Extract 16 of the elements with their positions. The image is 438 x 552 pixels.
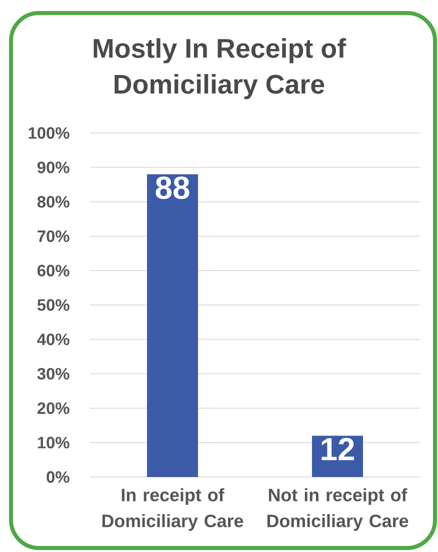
- y-tick-label: 40%: [37, 334, 70, 346]
- y-tick-label: 30%: [37, 368, 70, 380]
- data-label: 12: [322, 438, 354, 460]
- y-tick-label: 50%: [37, 299, 70, 311]
- y-tick-label: 20%: [37, 402, 70, 414]
- chart-title: Mostly In Receipt of Domiciliary Care: [94, 38, 346, 100]
- y-tick-label: 90%: [37, 162, 70, 174]
- data-label: 88: [156, 176, 190, 200]
- y-tick-label: 0%: [46, 471, 70, 483]
- y-tick-label: 70%: [38, 230, 70, 242]
- y-tick-label: 60%: [38, 264, 70, 276]
- x-tick-label: In receipt of Domiciliary Care: [102, 488, 244, 531]
- y-tick-label: 10%: [38, 436, 70, 448]
- x-tick-label: Not in receipt of Domiciliary Care: [267, 488, 408, 531]
- y-tick-label: 100%: [28, 127, 70, 139]
- y-tick-label: 80%: [37, 196, 70, 208]
